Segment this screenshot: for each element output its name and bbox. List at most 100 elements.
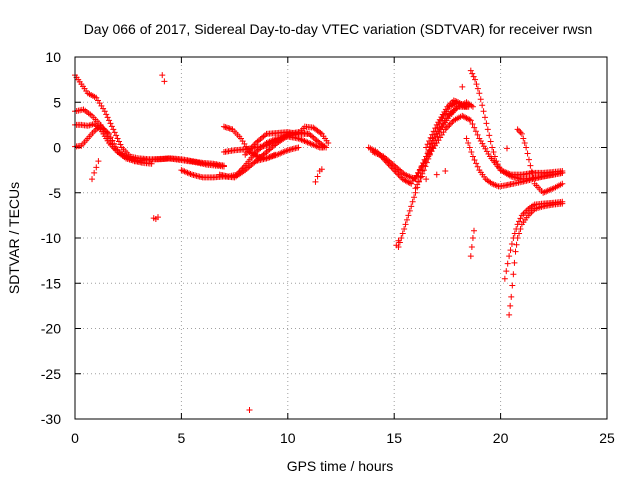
data-point <box>469 235 476 241</box>
data-point <box>148 160 155 167</box>
data-point <box>412 176 419 183</box>
data-point <box>490 149 497 156</box>
data-point <box>474 131 481 138</box>
data-point <box>494 161 501 168</box>
data-point <box>479 102 486 109</box>
data-point <box>507 247 514 254</box>
data-point <box>452 98 459 105</box>
data-point <box>106 117 113 124</box>
data-point <box>426 152 433 159</box>
data-point <box>512 248 519 255</box>
data-point <box>470 73 477 80</box>
data-point <box>246 406 253 413</box>
data-point <box>514 235 521 241</box>
data-point <box>323 144 330 151</box>
data-point <box>476 90 483 97</box>
data-point <box>426 138 433 145</box>
data-point <box>530 174 537 181</box>
data-point <box>486 132 493 139</box>
data-point <box>220 163 227 170</box>
data-point <box>428 148 435 155</box>
data-point <box>432 137 439 144</box>
data-point <box>401 225 408 232</box>
data-point <box>417 174 424 181</box>
data-point <box>489 144 496 151</box>
data-point <box>409 198 416 205</box>
y-tick-label: 0 <box>53 140 61 156</box>
data-point <box>431 140 438 147</box>
data-point <box>518 130 525 137</box>
data-point <box>412 185 419 192</box>
data-point <box>95 158 102 165</box>
data-point <box>503 268 510 275</box>
data-point <box>523 144 530 151</box>
data-point <box>425 149 432 156</box>
data-point <box>516 218 523 225</box>
data-point <box>559 200 566 207</box>
data-point <box>525 156 532 163</box>
data-point <box>161 78 168 85</box>
data-point <box>420 167 427 174</box>
data-point <box>506 253 513 260</box>
data-point <box>459 83 466 90</box>
data-point <box>487 138 494 145</box>
data-point <box>131 158 138 165</box>
data-point <box>325 139 332 146</box>
data-point <box>425 155 432 162</box>
data-point <box>101 126 108 133</box>
x-axis-label: GPS time / hours <box>287 458 394 474</box>
data-point <box>422 163 429 170</box>
y-axis-label: SDTVAR / TECUs <box>6 182 22 294</box>
data-point <box>473 81 480 88</box>
data-point <box>395 237 402 244</box>
data-point <box>496 164 503 171</box>
data-point <box>493 158 500 165</box>
data-point <box>472 128 479 135</box>
data-point <box>524 150 531 157</box>
data-point <box>513 241 520 248</box>
data-point <box>103 128 110 135</box>
data-point <box>402 221 409 228</box>
data-point <box>312 178 319 185</box>
grid-lines <box>75 57 607 419</box>
data-point <box>429 131 436 138</box>
data-point <box>461 103 468 110</box>
y-tick-label: -15 <box>41 275 61 291</box>
data-point <box>503 145 510 152</box>
data-point <box>414 172 420 179</box>
data-point <box>436 130 443 137</box>
data-point <box>510 271 517 278</box>
data-point <box>115 138 122 145</box>
data-point <box>477 96 484 103</box>
data-point <box>508 293 515 300</box>
data-point <box>511 259 518 266</box>
x-tick-label: 10 <box>280 430 296 446</box>
data-point <box>481 114 488 121</box>
data-point <box>295 144 302 151</box>
y-tick-label: -5 <box>49 185 62 201</box>
data-point <box>432 125 439 132</box>
data-point <box>467 117 474 124</box>
data-point <box>414 181 421 188</box>
data-point <box>104 129 111 136</box>
data-point <box>107 120 114 127</box>
data-point <box>468 149 475 156</box>
data-point <box>468 244 475 251</box>
y-tick-label: 10 <box>45 49 61 65</box>
data-point <box>109 137 116 144</box>
chart-title: Day 066 of 2017, Sidereal Day-to-day VTE… <box>84 21 593 37</box>
data-point <box>465 139 472 146</box>
data-points <box>72 67 566 413</box>
data-point <box>423 144 430 151</box>
data-point <box>110 126 117 133</box>
data-point <box>429 144 436 151</box>
data-point <box>528 168 535 175</box>
data-point <box>423 159 430 166</box>
data-point <box>480 108 487 115</box>
plot-frame <box>74 56 608 420</box>
data-point <box>318 166 325 173</box>
data-point <box>517 215 524 222</box>
data-point <box>469 103 476 110</box>
data-point <box>506 311 513 318</box>
